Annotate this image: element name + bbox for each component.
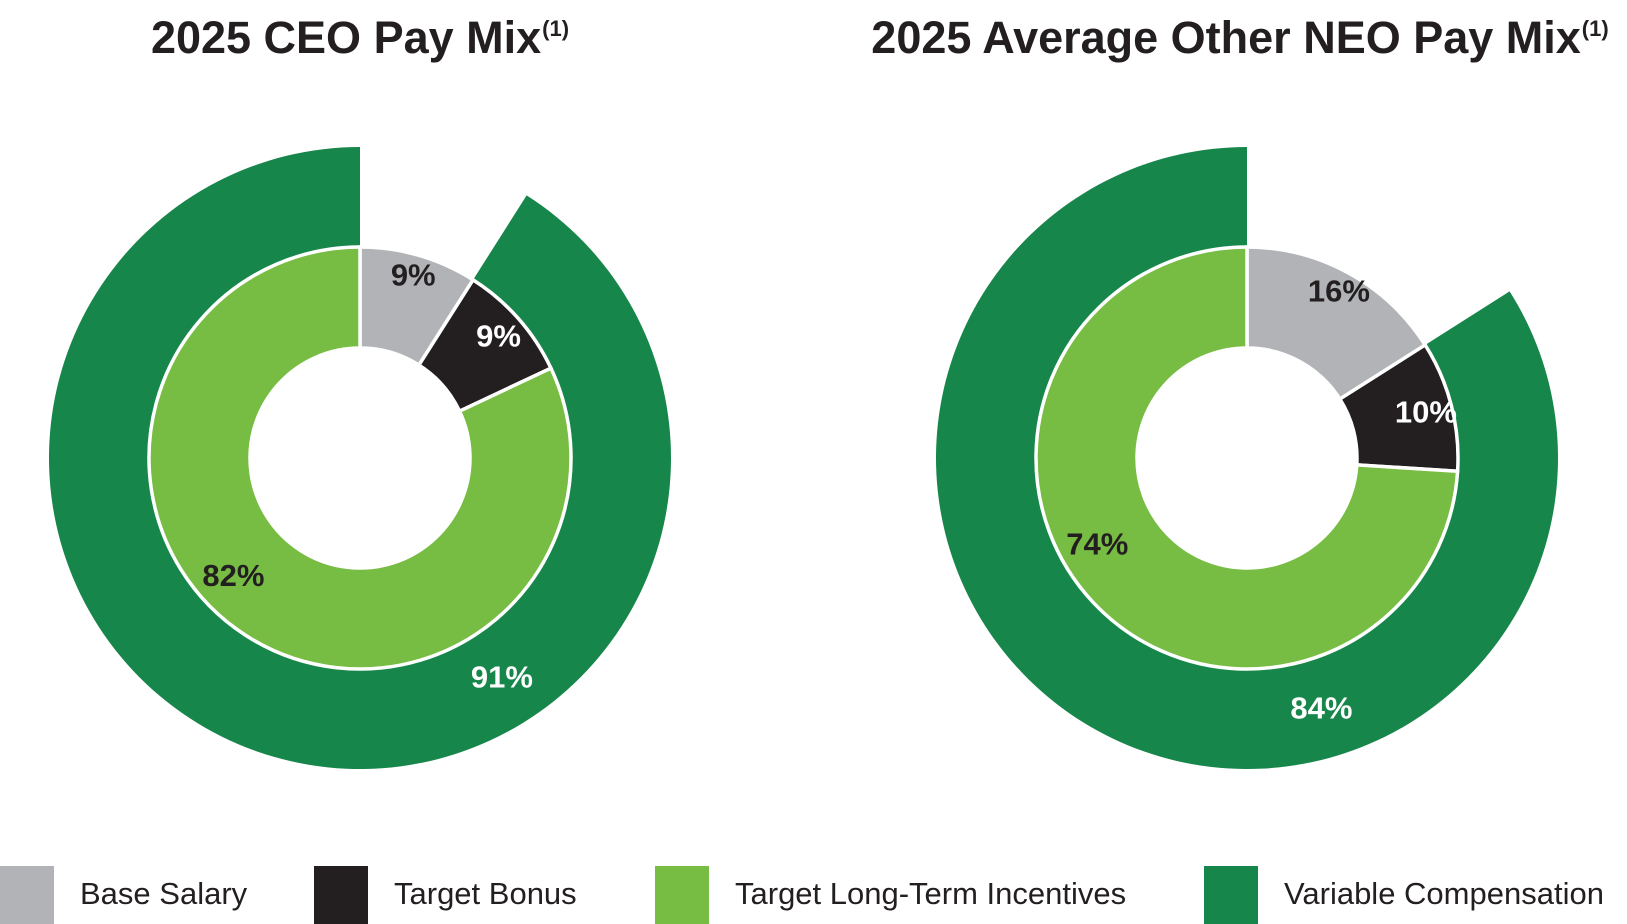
outer-slice-ceo-variable-compensation: [48, 147, 671, 770]
inner-slice-neo-target-long-term-incentives: [1034, 245, 1460, 671]
title-footnote-ceo: (1): [542, 16, 570, 41]
legend-swatch-target-bonus: [314, 866, 368, 924]
chart-title-ceo: 2025 CEO Pay Mix(1): [150, 12, 570, 63]
outer-label-ceo-variable-compensation: 91%: [471, 660, 533, 695]
inner-label-ceo-target-bonus: 9%: [476, 318, 521, 353]
legend: Base Salary Target Bonus Target Long-Ter…: [0, 866, 1627, 924]
legend-swatch-target-lti: [655, 866, 709, 924]
legend-swatch-base-salary: [0, 866, 54, 924]
title-footnote-neo: (1): [1581, 16, 1609, 41]
chart-title-neo: 2025 Average Other NEO Pay Mix(1): [871, 12, 1609, 63]
inner-label-ceo-base-salary: 9%: [391, 257, 436, 292]
inner-label-ceo-target-long-term-incentives: 82%: [202, 558, 264, 593]
legend-label-target-bonus: Target Bonus: [394, 876, 577, 911]
pay-mix-charts: 91% 9% 9% 82% 84% 16% 10% 74%: [48, 147, 1558, 770]
outer-slice-neo-variable-compensation: [935, 147, 1558, 769]
legend-label-target-lti: Target Long-Term Incentives: [735, 876, 1127, 911]
inner-label-neo-target-bonus: 10%: [1395, 395, 1457, 430]
outer-label-neo-variable-compensation: 84%: [1290, 691, 1352, 726]
inner-slice-neo-base-salary: [1245, 245, 1428, 402]
inner-label-neo-base-salary: 16%: [1308, 273, 1370, 308]
legend-label-variable-comp: Variable Compensation: [1284, 876, 1604, 911]
inner-slice-ceo-target-long-term-incentives: [147, 245, 573, 671]
legend-swatch-variable-comp: [1204, 866, 1258, 924]
inner-label-neo-target-long-term-incentives: 74%: [1066, 526, 1128, 561]
legend-label-base-salary: Base Salary: [80, 876, 248, 911]
